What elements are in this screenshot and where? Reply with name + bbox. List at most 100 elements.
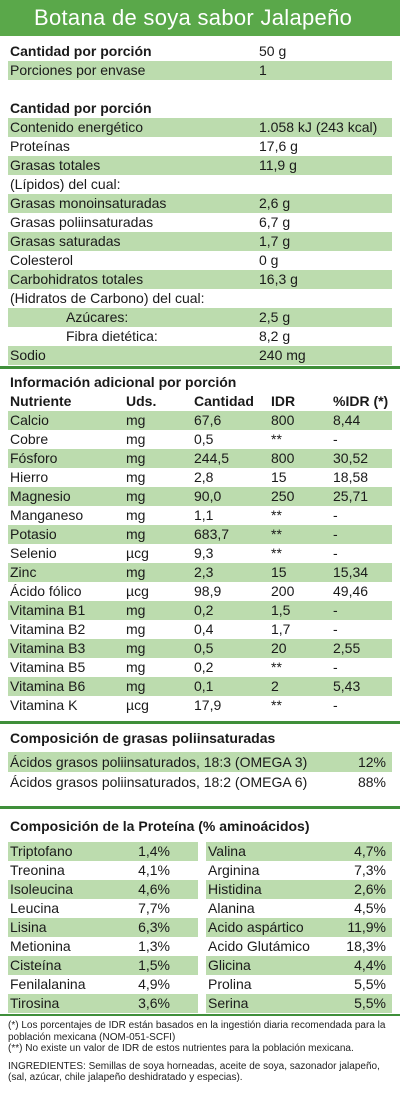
table-cell: Vitamina B6: [10, 678, 86, 694]
table-cell: 0,4: [194, 621, 214, 637]
protein-cell-left: Treonina 4,1%: [8, 861, 198, 880]
table-cell: 18,58: [333, 469, 369, 485]
nutrition-label: Grasas saturadas: [10, 233, 121, 249]
divider: [0, 1014, 400, 1016]
protein-cell-left: Isoleucina 4,6%: [8, 880, 198, 899]
table-cell: mg: [126, 469, 146, 485]
minerals-heading: Información adicional por porción: [10, 374, 237, 390]
table-cell: **: [271, 507, 282, 523]
protein-cell-right: Histidina 2,6%: [206, 880, 392, 899]
nutrition-section: Cantidad por porción Contenido energétic…: [8, 98, 392, 365]
table-cell: mg: [126, 431, 146, 447]
nutrition-row: (Hidratos de Carbono) del cual:: [8, 289, 392, 308]
table-cell: -: [333, 659, 338, 675]
nutrition-label: Sodio: [10, 347, 46, 363]
table-cell: 15: [271, 564, 287, 580]
table-cell: Calcio: [10, 412, 49, 428]
amino-name: Arginina: [208, 862, 260, 878]
nutrition-value: 16,3 g: [259, 271, 298, 287]
nutrition-value: 1.058 kJ (243 kcal): [259, 119, 378, 135]
nutrition-row: Grasas saturadas 1,7 g: [8, 232, 392, 251]
serving-row: Cantidad por porción 50 g: [8, 42, 392, 61]
protein-cell-right: Serina 5,5%: [206, 994, 392, 1013]
amino-name: Fenilalanina: [10, 976, 86, 992]
protein-cell-left: Triptofano 1,4%: [8, 842, 198, 861]
table-cell: mg: [126, 602, 146, 618]
table-cell: mg: [126, 412, 146, 428]
table-row: Vitamina B6 mg 0,1 2 5,43: [8, 677, 392, 696]
table-cell: **: [271, 659, 282, 675]
amino-name: Metionina: [10, 938, 71, 954]
protein-row: Leucina 7,7% Alanina 4,5%: [8, 899, 392, 918]
nutrition-row: Grasas monoinsaturadas 2,6 g: [8, 194, 392, 213]
amino-name: Acido aspártico: [208, 919, 304, 935]
table-cell: -: [333, 621, 338, 637]
table-row: Vitamina B1 mg 0,2 1,5 -: [8, 601, 392, 620]
nutrition-label: (Lípidos) del cual:: [10, 176, 121, 192]
table-cell: Ácido fólico: [10, 583, 82, 599]
table-cell: mg: [126, 507, 146, 523]
minerals-column-header: Uds.: [126, 393, 157, 409]
table-cell: mg: [126, 659, 146, 675]
table-cell: **: [271, 697, 282, 713]
table-cell: 20: [271, 640, 287, 656]
table-cell: 0,1: [194, 678, 214, 694]
table-cell: Hierro: [10, 469, 49, 485]
nutrition-row: Colesterol 0 g: [8, 251, 392, 270]
amino-name: Histidina: [208, 881, 262, 897]
table-row: Vitamina K µcg 17,9 ** -: [8, 696, 392, 715]
nutrition-value: 2,5 g: [259, 309, 291, 325]
amino-name: Prolina: [208, 976, 252, 992]
nutrition-row: Proteínas 17,6 g: [8, 137, 392, 156]
table-cell: 1,1: [194, 507, 214, 523]
ingredients: INGREDIENTES: Semillas de soya horneadas…: [8, 1060, 380, 1084]
table-cell: 0,5: [194, 431, 214, 447]
amino-name: Cisteína: [10, 957, 62, 973]
table-cell: 98,9: [194, 583, 222, 599]
amino-value: 4,5%: [354, 900, 386, 916]
table-row: Vitamina B5 mg 0,2 ** -: [8, 658, 392, 677]
omega-label: Ácidos grasos poliinsaturados, 18:3 (OME…: [10, 754, 308, 770]
table-cell: Zinc: [10, 564, 37, 580]
table-cell: Magnesio: [10, 488, 71, 504]
amino-value: 4,1%: [138, 862, 170, 878]
table-cell: Potasio: [10, 526, 57, 542]
minerals-section: Información adicional por porción Nutrie…: [8, 372, 392, 715]
table-cell: 67,6: [194, 412, 222, 428]
nutrition-label: Grasas totales: [10, 157, 101, 173]
amino-name: Serina: [208, 995, 249, 1011]
nutrition-label: Fibra dietética:: [66, 328, 158, 344]
nutrition-value: 0 g: [259, 252, 279, 268]
table-row: Cobre mg 0,5 ** -: [8, 430, 392, 449]
nutrition-label: Grasas monoinsaturadas: [10, 195, 167, 211]
minerals-column-header: Nutriente: [10, 393, 72, 409]
amino-value: 18,3%: [346, 938, 386, 954]
amino-value: 4,6%: [138, 881, 170, 897]
footnotes: (*) Los porcentajes de IDR están basados…: [8, 1020, 392, 1084]
table-cell: 15: [271, 469, 287, 485]
serving-row: Porciones por envase 1: [8, 61, 392, 80]
table-cell: mg: [126, 564, 146, 580]
table-cell: 200: [271, 583, 295, 599]
table-cell: **: [271, 526, 282, 542]
amino-name: Alanina: [208, 900, 255, 916]
table-row: Potasio mg 683,7 ** -: [8, 525, 392, 544]
serving-section: Cantidad por porción 50 g Porciones por en…: [8, 42, 392, 80]
omega-heading: Composición de grasas poliinsaturadas: [10, 730, 276, 746]
protein-cell-left: Fenilalanina 4,9%: [8, 975, 198, 994]
table-row: Ácido fólico µcg 98,9 200 49,46: [8, 582, 392, 601]
table-cell: 1,7: [271, 621, 291, 637]
table-cell: 17,9: [194, 697, 222, 713]
table-cell: mg: [126, 678, 146, 694]
footnote-idr: (*) Los porcentajes de IDR están basados…: [8, 1020, 386, 1043]
table-row: Zinc mg 2,3 15 15,34: [8, 563, 392, 582]
omega-value: 88%: [357, 774, 386, 790]
table-row: Manganeso mg 1,1 ** -: [8, 506, 392, 525]
table-cell: Vitamina K: [10, 697, 78, 713]
omega-value: 12%: [357, 754, 386, 770]
table-cell: Cobre: [10, 431, 49, 447]
table-cell: 15,34: [333, 564, 369, 580]
nutrition-label: Azúcares:: [66, 309, 129, 325]
table-cell: **: [271, 545, 282, 561]
table-cell: Manganeso: [10, 507, 84, 523]
